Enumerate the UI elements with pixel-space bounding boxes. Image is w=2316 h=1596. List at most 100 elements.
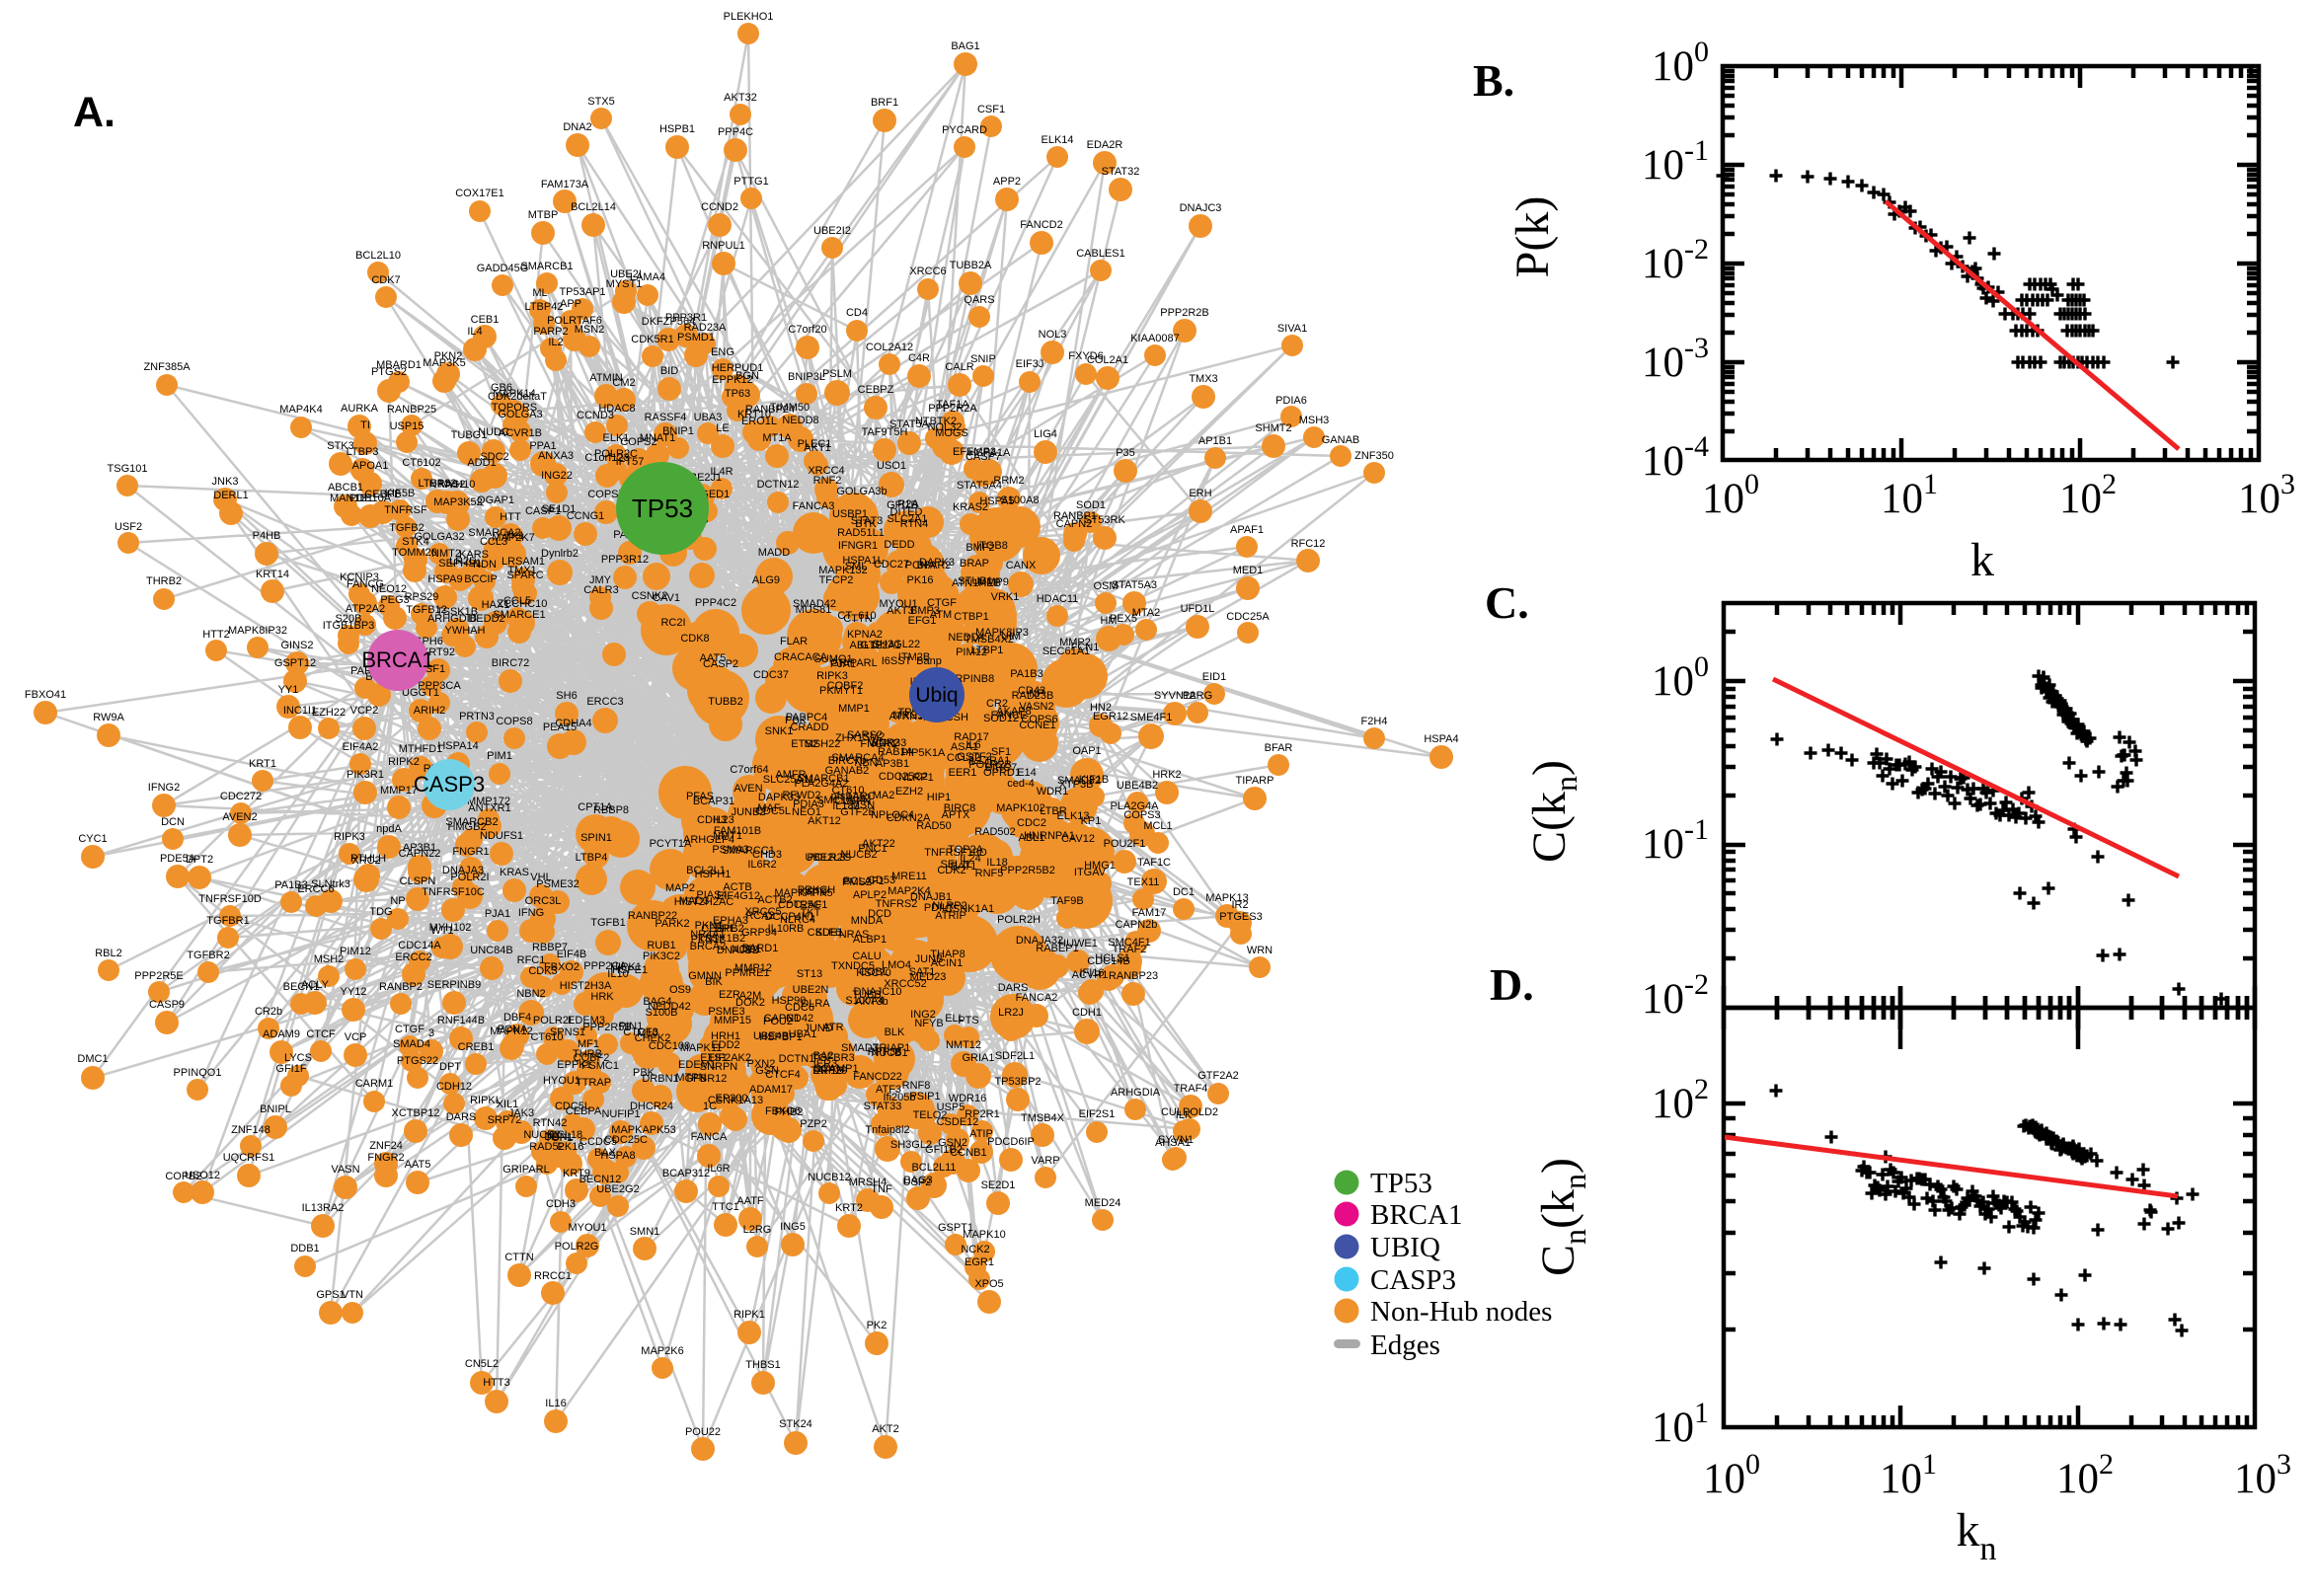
svg-text:XRCC4: XRCC4 <box>808 465 844 477</box>
svg-text:USO1: USO1 <box>877 460 906 472</box>
svg-text:APOA1: APOA1 <box>352 460 389 472</box>
svg-text:ARHGDIA: ARHGDIA <box>1111 1087 1161 1099</box>
svg-text:CDH3: CDH3 <box>697 814 727 826</box>
svg-text:MAPK8IP3: MAPK8IP3 <box>975 627 1029 639</box>
svg-text:ced-4: ced-4 <box>1007 778 1035 790</box>
svg-text:CD4: CD4 <box>846 307 868 319</box>
svg-text:DNAJA3: DNAJA3 <box>442 865 484 876</box>
svg-text:CYC1: CYC1 <box>78 833 107 845</box>
svg-text:MED23: MED23 <box>910 971 947 983</box>
svg-text:XRCC52: XRCC52 <box>884 978 926 990</box>
svg-text:BECN1: BECN1 <box>283 981 320 993</box>
svg-text:GTF2A2: GTF2A2 <box>1197 1070 1239 1082</box>
svg-text:AKT32: AKT32 <box>724 92 757 104</box>
svg-text:CDC5L: CDC5L <box>555 1101 590 1112</box>
svg-text:BCL2L10: BCL2L10 <box>355 250 401 262</box>
svg-text:RNF2: RNF2 <box>813 475 842 487</box>
svg-text:CEBPA: CEBPA <box>566 1105 602 1117</box>
svg-text:IL4R: IL4R <box>710 466 733 478</box>
svg-text:KIF5B: KIF5B <box>385 488 416 499</box>
svg-text:EZR: EZR <box>719 989 740 1001</box>
svg-text:PK2: PK2 <box>867 1320 888 1331</box>
svg-text:EGR1: EGR1 <box>965 1256 994 1268</box>
svg-text:F2H4: F2H4 <box>1361 716 1388 727</box>
svg-text:SARS2: SARS2 <box>847 729 883 741</box>
svg-text:CR: CR <box>774 651 790 663</box>
svg-text:JUNB: JUNB <box>915 953 944 965</box>
svg-text:CSNK1A1: CSNK1A1 <box>945 903 994 915</box>
svg-text:LRSAM1: LRSAM1 <box>502 556 545 568</box>
svg-text:BNIP1: BNIP1 <box>662 425 694 437</box>
svg-text:PPP4C: PPP4C <box>718 126 753 138</box>
svg-text:PDCD6IP: PDCD6IP <box>987 1136 1035 1148</box>
svg-text:KRT2: KRT2 <box>835 1202 863 1214</box>
svg-text:MSN: MSN <box>851 799 876 811</box>
svg-text:SMARCA2: SMARCA2 <box>468 527 520 539</box>
svg-text:IFI16: IFI16 <box>1079 967 1104 979</box>
svg-text:PTGS22: PTGS22 <box>397 1055 438 1067</box>
svg-text:TUBB2A: TUBB2A <box>950 260 992 271</box>
svg-text:DHCR24: DHCR24 <box>630 1101 673 1112</box>
svg-text:TP632: TP632 <box>839 793 871 804</box>
svg-text:MAPKAPK5: MAPKAPK5 <box>774 887 832 899</box>
svg-text:EIF4B: EIF4B <box>557 949 587 960</box>
svg-text:CASP3: CASP3 <box>1370 1264 1456 1296</box>
svg-text:100: 100 <box>1652 36 1709 90</box>
svg-text:SLNtrk3: SLNtrk3 <box>311 878 350 890</box>
svg-text:OAP1: OAP1 <box>1072 745 1101 757</box>
svg-text:MAPKAPK53: MAPKAPK53 <box>611 1124 675 1136</box>
svg-text:FANCA: FANCA <box>691 1131 728 1143</box>
svg-text:ATXN3: ATXN3 <box>889 711 924 722</box>
svg-text:ACIN1: ACIN1 <box>931 957 963 969</box>
svg-text:I6SST: I6SST <box>882 655 912 667</box>
svg-text:ITGAV: ITGAV <box>1074 867 1107 878</box>
svg-text:FLAR: FLAR <box>780 636 808 647</box>
svg-text:MAPK12: MAPK12 <box>490 1026 532 1037</box>
svg-text:XRCC6: XRCC6 <box>909 266 946 277</box>
svg-text:SM2: SM2 <box>863 731 886 743</box>
svg-text:PKMYT1: PKMYT1 <box>819 685 863 697</box>
svg-text:TKT: TKT <box>801 907 821 919</box>
svg-text:GADD45G: GADD45G <box>477 263 529 274</box>
svg-text:KIF1B: KIF1B <box>1079 774 1110 786</box>
svg-text:NUCB2: NUCB2 <box>840 849 877 861</box>
svg-text:BAT1: BAT1 <box>951 861 977 873</box>
svg-text:MAP2: MAP2 <box>665 882 695 894</box>
svg-text:BCCIP: BCCIP <box>464 573 498 585</box>
svg-text:HSPH1: HSPH1 <box>695 869 732 880</box>
svg-text:CHD3: CHD3 <box>752 849 782 861</box>
svg-text:FCN1: FCN1 <box>1071 642 1100 653</box>
svg-text:SH3GL22: SH3GL22 <box>873 639 920 650</box>
svg-text:CDC27: CDC27 <box>874 559 909 570</box>
svg-text:Ubiq: Ubiq <box>915 684 958 707</box>
svg-text:TP53: TP53 <box>1370 1168 1432 1199</box>
svg-text:SERPINB9: SERPINB9 <box>427 979 481 991</box>
svg-text:MAP3K5: MAP3K5 <box>423 357 465 369</box>
svg-text:ELK14: ELK14 <box>1041 134 1073 146</box>
svg-text:RNF5: RNF5 <box>975 868 1004 879</box>
svg-text:BAX: BAX <box>594 1147 617 1159</box>
svg-text:PLEKHO1: PLEKHO1 <box>724 11 774 23</box>
svg-text:CASP3: CASP3 <box>414 772 485 797</box>
svg-text:PDIA3: PDIA3 <box>793 798 824 810</box>
svg-text:CLSPN: CLSPN <box>400 875 436 887</box>
svg-text:LIG4: LIG4 <box>1034 428 1057 440</box>
svg-text:STAT5A4: STAT5A4 <box>957 480 1002 492</box>
svg-text:CAPN2: CAPN2 <box>1056 518 1093 530</box>
svg-text:ZNF148: ZNF148 <box>231 1124 270 1136</box>
svg-text:MTA2: MTA2 <box>1132 607 1161 619</box>
svg-text:YY1: YY1 <box>278 684 299 696</box>
svg-text:BCL2L14: BCL2L14 <box>571 201 616 213</box>
svg-text:POLR2B: POLR2B <box>968 759 1011 771</box>
svg-text:NDN: NDN <box>473 559 497 570</box>
svg-text:GANAB: GANAB <box>1322 434 1360 446</box>
svg-text:CALR3: CALR3 <box>583 584 618 596</box>
svg-text:PXN2: PXN2 <box>747 1058 776 1070</box>
svg-text:RAB1A: RAB1A <box>878 746 914 758</box>
svg-text:NBN: NBN <box>854 757 877 769</box>
svg-text:CCL18: CCL18 <box>549 1129 582 1141</box>
svg-text:NUCB12: NUCB12 <box>808 1172 850 1183</box>
svg-text:TSG101: TSG101 <box>108 463 148 475</box>
svg-text:DNAJA32: DNAJA32 <box>1016 935 1063 947</box>
svg-text:SNIP: SNIP <box>970 353 996 365</box>
